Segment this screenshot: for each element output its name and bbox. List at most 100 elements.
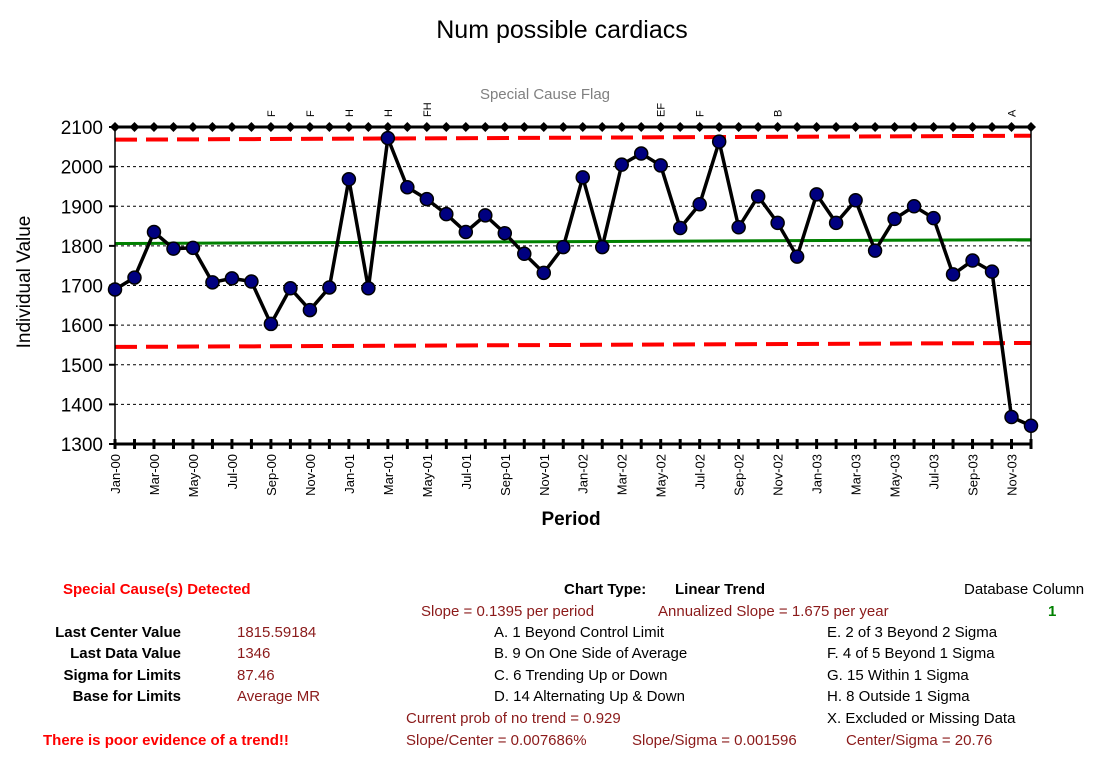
data-point xyxy=(556,239,571,255)
data-point xyxy=(400,179,415,195)
chart-title: Num possible cardiacs xyxy=(436,16,688,44)
flag-label: F xyxy=(305,110,317,117)
top-axis-diamond xyxy=(382,122,393,132)
flag-label: B xyxy=(773,110,785,117)
y-tick-label-1800: 1800 xyxy=(61,237,103,258)
data-point xyxy=(127,270,142,285)
data-point xyxy=(828,215,844,231)
rule-b: B. 9 On One Side of Average xyxy=(494,645,688,662)
top-axis-diamond xyxy=(850,122,861,132)
flag-label: H xyxy=(383,109,395,117)
data-point xyxy=(575,170,590,185)
y-tick-label-1500: 1500 xyxy=(61,356,103,377)
special-cause-flags: F F H H FH EF F B A xyxy=(110,102,1036,132)
data-point xyxy=(984,264,1000,279)
axes: 1300 1400 1500 1600 1700 1800 1900 2000 2100 Jan-… xyxy=(61,118,1033,497)
top-axis-diamond xyxy=(733,122,744,132)
data-point xyxy=(750,189,766,204)
data-point xyxy=(478,208,493,223)
data-point xyxy=(867,243,883,258)
y-tick-label-1900: 1900 xyxy=(61,197,103,218)
top-axis-diamond xyxy=(460,122,471,132)
flag-label: A xyxy=(1007,109,1019,117)
data-point xyxy=(789,249,805,264)
data-point xyxy=(224,271,240,286)
y-tick-label-1300: 1300 xyxy=(61,435,103,456)
top-axis-diamond xyxy=(324,122,335,132)
data-point xyxy=(517,246,532,262)
x-tick-label: May-00 xyxy=(186,454,201,497)
x-tick-label: Jul-00 xyxy=(225,454,240,489)
data-point xyxy=(302,302,318,318)
top-axis-diamond xyxy=(558,122,569,132)
chart-type-label: Chart Type: xyxy=(564,581,647,598)
top-axis-diamond xyxy=(928,122,939,132)
y-tick-label-1400: 1400 xyxy=(61,395,103,416)
data-point xyxy=(945,267,961,282)
top-axis-diamond xyxy=(226,122,237,132)
data-point xyxy=(439,206,454,222)
top-axis-diamond xyxy=(129,122,140,132)
rule-c: C. 6 Trending Up or Down xyxy=(494,667,668,684)
x-tick-label: May-02 xyxy=(654,454,669,497)
top-axis-diamond xyxy=(187,122,198,132)
stat-label-last-data: Last Data Value xyxy=(70,645,181,662)
top-axis-diamond xyxy=(285,122,296,132)
y-tick-label-1700: 1700 xyxy=(61,277,103,298)
data-point xyxy=(770,215,785,231)
lower-control-limit xyxy=(114,340,1032,349)
y-tick-label-1600: 1600 xyxy=(61,316,103,337)
top-axis-diamond xyxy=(480,122,491,132)
top-axis-diamond xyxy=(1026,122,1036,132)
data-point xyxy=(536,265,552,281)
x-tick-label: Jan-02 xyxy=(576,454,591,494)
top-axis-diamond xyxy=(967,122,978,132)
data-point xyxy=(809,187,824,202)
data-point xyxy=(731,220,746,235)
x-tick-label: May-03 xyxy=(888,454,903,497)
data-point xyxy=(107,282,123,297)
trend-evidence: There is poor evidence of a trend!! xyxy=(43,732,289,749)
data-point xyxy=(322,280,337,295)
x-tick-label: Sep-03 xyxy=(966,454,981,496)
x-tick-label: May-01 xyxy=(420,454,435,497)
x-tick-label: Jul-01 xyxy=(459,454,474,489)
data-point xyxy=(653,158,668,173)
prob-no-trend: Current prob of no trend = 0.929 xyxy=(406,710,621,727)
data-point xyxy=(887,211,902,227)
x-axis-label: Period xyxy=(541,509,600,530)
data-point xyxy=(458,224,474,240)
data-point xyxy=(594,239,610,255)
x-tick-label: Mar-00 xyxy=(147,454,162,495)
x-tick-label: Nov-02 xyxy=(771,454,786,496)
center-line xyxy=(114,238,1032,245)
flag-label: F xyxy=(266,110,278,117)
slope-sigma: Slope/Sigma = 0.001596 xyxy=(632,732,797,749)
data-point xyxy=(614,157,629,172)
rule-h: H. 8 Outside 1 Sigma xyxy=(827,688,970,705)
stat-label-sigma: Sigma for Limits xyxy=(63,667,181,684)
data-point xyxy=(146,224,162,240)
slope-text: Slope = 0.1395 per period xyxy=(421,603,595,620)
x-tick-label: Jan-01 xyxy=(342,454,357,494)
top-axis-diamond xyxy=(694,122,705,132)
stat-value-base: Average MR xyxy=(237,688,321,705)
rule-g: G. 15 Within 1 Sigma xyxy=(827,667,969,684)
control-limits xyxy=(114,133,1032,349)
top-axis-diamond xyxy=(246,122,257,132)
top-axis-diamond xyxy=(441,122,452,132)
rule-a: A. 1 Beyond Control Limit xyxy=(494,624,665,641)
top-axis-diamond xyxy=(168,122,179,132)
y-tick-label-2000: 2000 xyxy=(61,158,103,179)
top-axis-diamond xyxy=(889,122,900,132)
upper-control-limit xyxy=(114,133,1032,142)
data-point xyxy=(341,172,357,187)
top-axis-diamond xyxy=(538,122,549,132)
data-point xyxy=(633,146,649,161)
x-tick-label: Mar-02 xyxy=(615,454,630,495)
x-tick-label: Mar-01 xyxy=(381,454,396,495)
top-axis-diamond xyxy=(148,122,159,132)
data-point xyxy=(848,193,863,208)
top-axis-diamond xyxy=(265,122,276,132)
